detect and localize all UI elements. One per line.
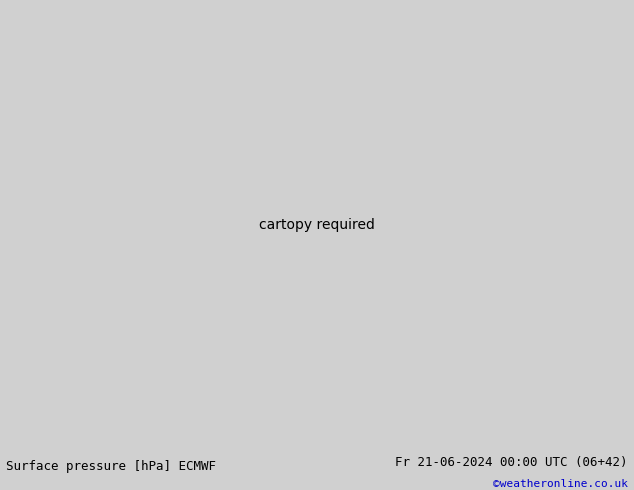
Text: ©weatheronline.co.uk: ©weatheronline.co.uk: [493, 479, 628, 489]
Text: cartopy required: cartopy required: [259, 219, 375, 232]
Text: Surface pressure [hPa] ECMWF: Surface pressure [hPa] ECMWF: [6, 460, 216, 473]
Text: Fr 21-06-2024 00:00 UTC (06+42): Fr 21-06-2024 00:00 UTC (06+42): [395, 456, 628, 469]
